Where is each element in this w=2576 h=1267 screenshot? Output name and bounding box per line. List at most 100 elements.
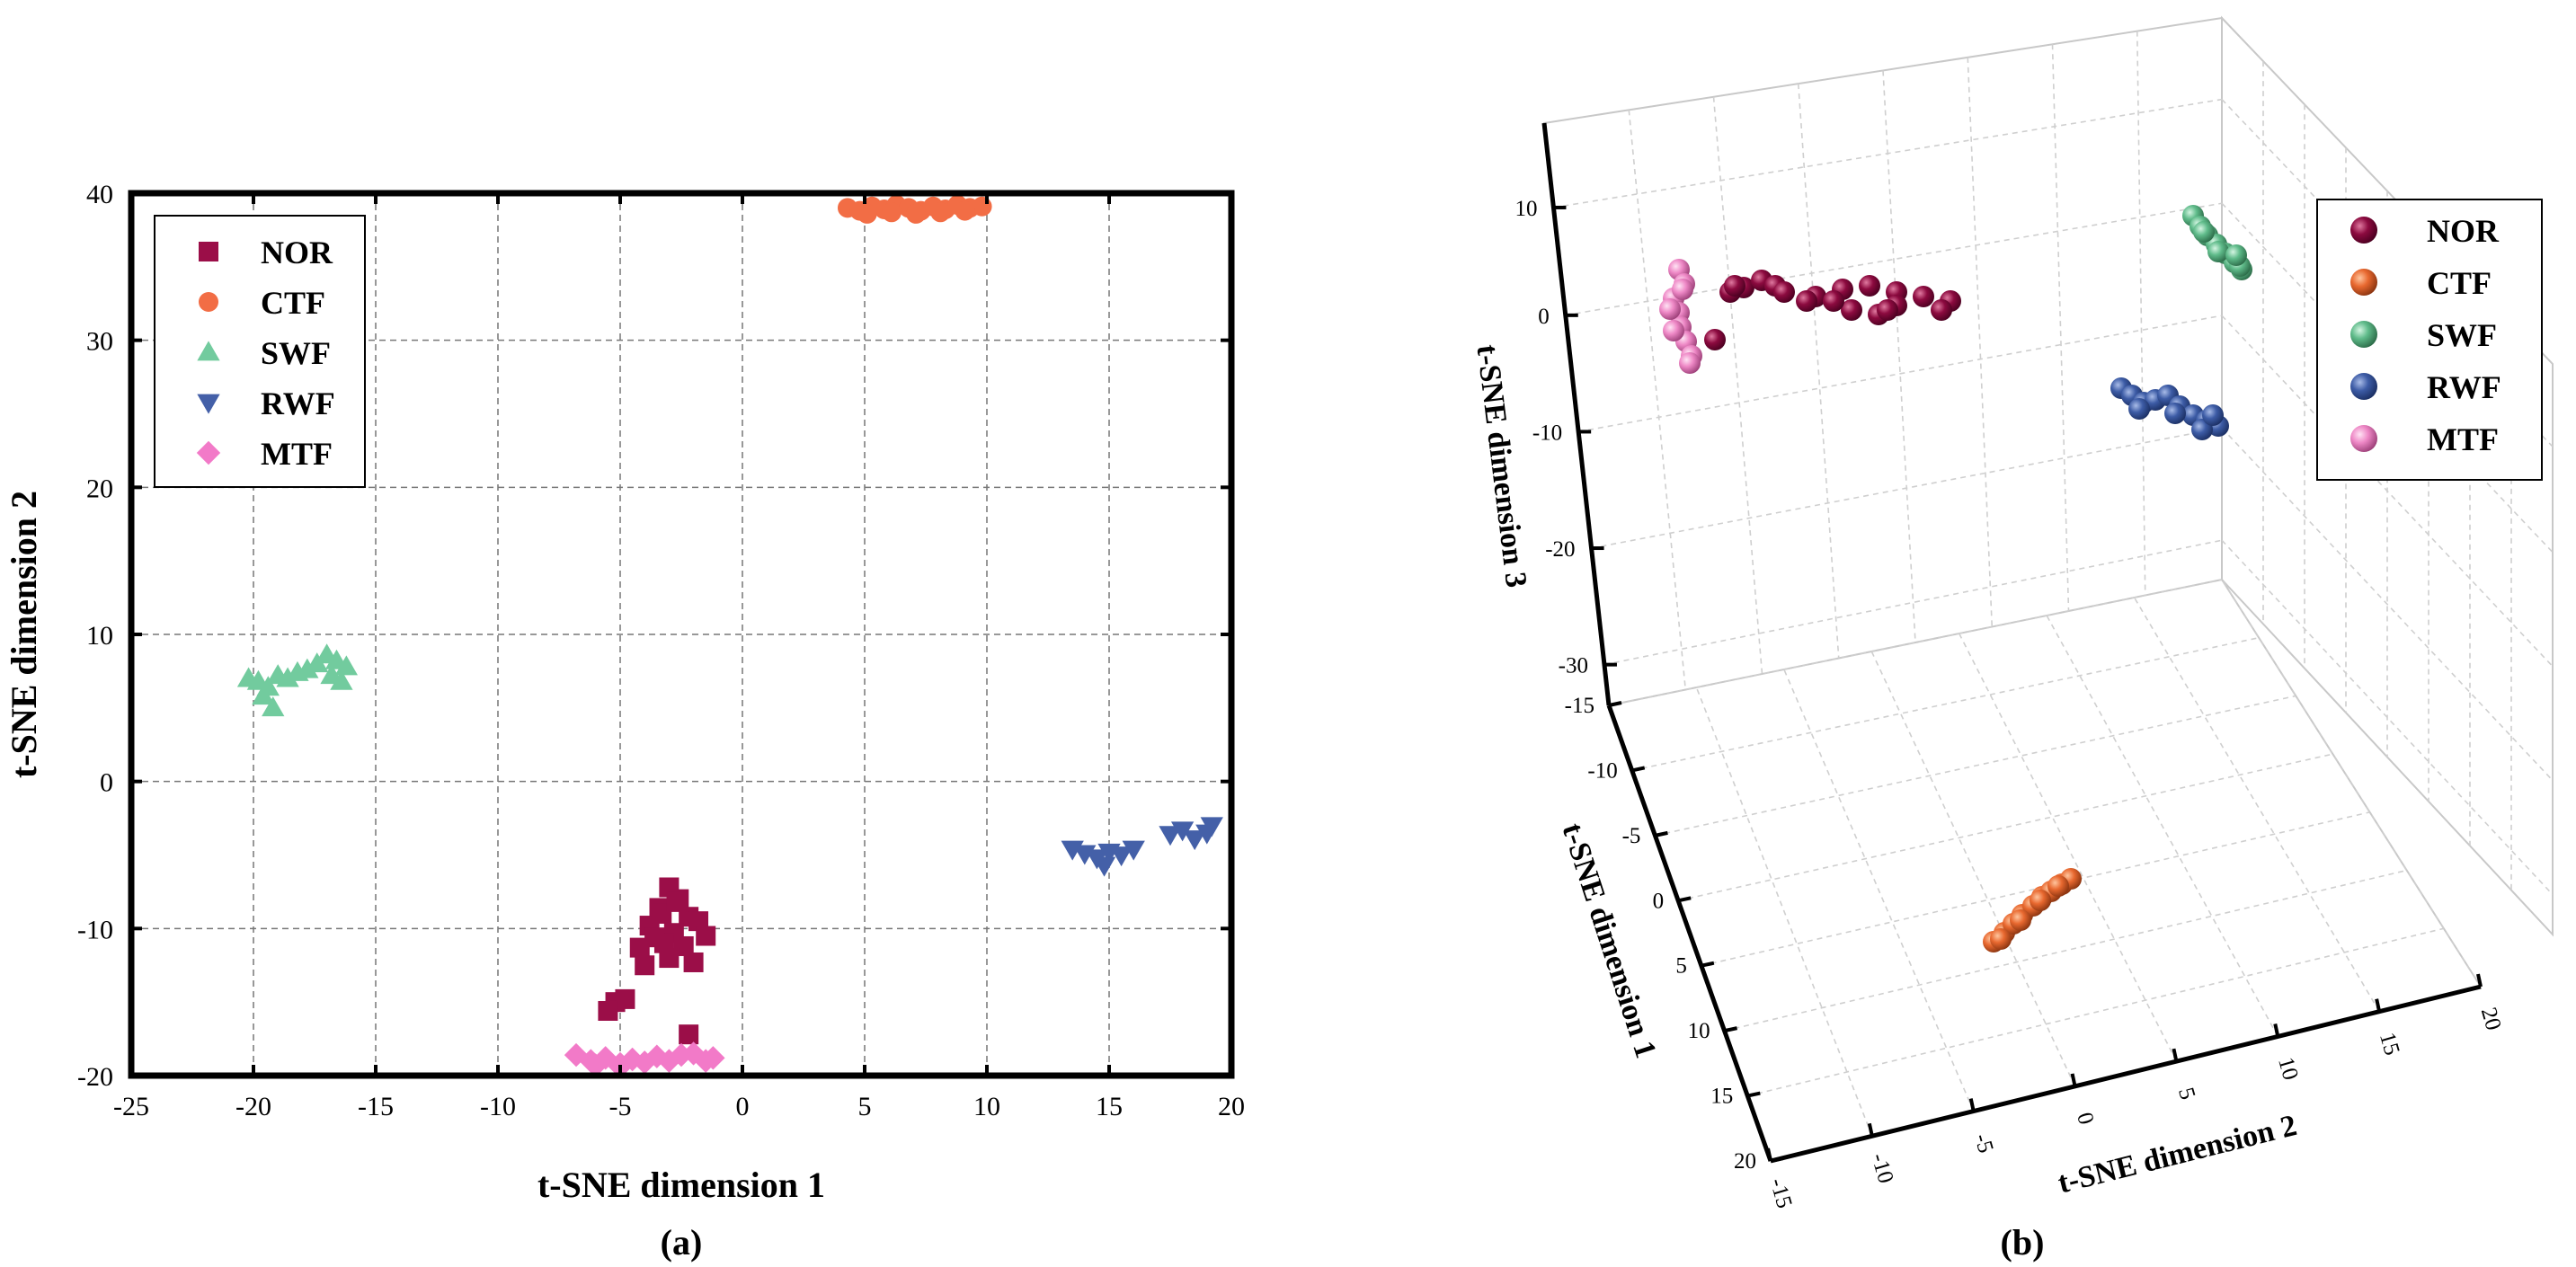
- point-ctf: [906, 203, 927, 224]
- y-tick-b: [1766, 1147, 1772, 1162]
- y-tick-b: [1968, 1098, 1976, 1112]
- x-axis-label-b: t-SNE dimension 1: [1555, 820, 1662, 1062]
- legend-marker-mtf: [196, 440, 221, 465]
- y-tick-b: [1867, 1122, 1874, 1137]
- grid-a: [131, 193, 1231, 1076]
- point-rwf: [1109, 846, 1133, 867]
- point-rwf: [1183, 830, 1206, 851]
- sphere-nor: [1859, 275, 1880, 297]
- sphere-nor: [1877, 299, 1898, 321]
- grid-line-3d: [1959, 633, 2178, 1062]
- sphere-mtf: [1663, 320, 1684, 341]
- series-nor: [598, 877, 716, 1045]
- x-tick-label: -5: [609, 1092, 632, 1121]
- point-ctf: [881, 202, 902, 223]
- grid-line-3d: [2221, 427, 2554, 782]
- legend-b: NOR CTF SWF RWF MTF: [2316, 199, 2543, 481]
- x-tick-label: -20: [235, 1092, 271, 1121]
- point-nor: [598, 1000, 618, 1021]
- grid-line-3d: [1870, 651, 2076, 1087]
- grid-line-3d: [1578, 315, 2223, 433]
- y-tick-b: [2070, 1073, 2077, 1087]
- x-tick-label: -25: [113, 1092, 149, 1121]
- x-tick-label-b: 0: [1653, 889, 1665, 913]
- point-nor: [683, 952, 704, 972]
- legend-marker-nor: [199, 242, 218, 261]
- legend-marker-rwf: [197, 394, 220, 414]
- y-tick-b: [2476, 973, 2483, 988]
- x-tick-label-b: 15: [1710, 1085, 1733, 1109]
- x-axis-label-a: t-SNE dimension 1: [537, 1165, 825, 1205]
- x-tick-label-b: -15: [1565, 694, 1594, 718]
- grid-line-3d: [1783, 669, 1975, 1112]
- y-tick-label: 30: [86, 327, 113, 357]
- y-tick-b: [2172, 1048, 2179, 1062]
- x-axis-line-b: [1606, 704, 1773, 1162]
- point-ctf: [857, 203, 877, 224]
- point-rwf: [1170, 821, 1195, 842]
- x-tick-label: 5: [858, 1092, 872, 1121]
- series-ctf: [837, 195, 992, 224]
- y-tick-label-b: 5: [2173, 1085, 2199, 1102]
- sphere-ctf: [2047, 875, 2069, 897]
- sphere-nor: [1724, 275, 1745, 297]
- point-mtf: [564, 1042, 589, 1068]
- x-tick-b: [1655, 830, 1668, 837]
- z-tick-label: -20: [1545, 537, 1575, 562]
- point-mtf: [583, 1053, 608, 1077]
- y-axis-line-b: [1770, 984, 2482, 1164]
- sphere-mtf: [1672, 279, 1693, 300]
- legend-marker-swf: [197, 341, 220, 361]
- point-mtf: [633, 1050, 657, 1075]
- point-swf: [252, 685, 275, 705]
- point-ctf: [930, 202, 951, 223]
- sphere-nor: [1704, 329, 1726, 350]
- sphere-ctf: [2010, 909, 2031, 931]
- sphere-rwf: [2202, 404, 2224, 426]
- point-nor: [629, 937, 650, 958]
- x-tick-label-b: 10: [1688, 1019, 1710, 1043]
- x-tick-label-b: -10: [1587, 758, 1617, 783]
- legend-sphere-nor: [2350, 217, 2377, 244]
- series-3d-nor: [1704, 270, 1961, 350]
- sphere-rwf: [2164, 403, 2186, 424]
- series-swf: [236, 643, 359, 717]
- sphere-nor: [1823, 290, 1844, 312]
- grid-line-3d: [1631, 636, 2260, 772]
- grid-line-3d: [1655, 695, 2296, 837]
- back-wall: [1542, 16, 2223, 707]
- grid-line-3d: [1967, 57, 1994, 627]
- sphere-nor: [1913, 286, 1934, 307]
- y-tick-label-b: 0: [2072, 1110, 2098, 1127]
- z-tick-label: 0: [1538, 305, 1550, 329]
- legend-label-b-nor: NOR: [2427, 213, 2500, 249]
- point-mtf: [644, 1044, 669, 1068]
- y-tick-label-b: 15: [2375, 1030, 2404, 1058]
- sphere-mtf: [1679, 352, 1701, 374]
- legend-label-nor: NOR: [261, 235, 333, 270]
- z-tick-label: 10: [1515, 197, 1537, 221]
- grid-line-3d: [1603, 539, 2223, 666]
- point-nor: [666, 891, 687, 912]
- point-swf: [276, 667, 299, 687]
- legend-label-mtf: MTF: [261, 436, 333, 472]
- point-nor: [635, 955, 655, 976]
- point-swf: [330, 669, 353, 690]
- x-tick-label: 10: [973, 1092, 1000, 1121]
- series-3d-rwf: [2110, 377, 2229, 440]
- grid-line-3d: [1747, 927, 2445, 1097]
- x-tick-label-b: -5: [1622, 824, 1641, 848]
- point-rwf: [1122, 840, 1145, 861]
- grid-line-3d: [2221, 579, 2482, 988]
- series-3d-ctf: [1983, 868, 2082, 952]
- y-tick-label-b: -10: [1866, 1150, 1897, 1185]
- point-nor: [615, 988, 635, 1009]
- legend-label-b-mtf: MTF: [2427, 421, 2499, 457]
- grid-line-3d: [2051, 44, 2070, 612]
- legend-sphere-rwf: [2350, 373, 2377, 400]
- grid-line-3d: [1695, 687, 1873, 1137]
- y-tick-b: [2273, 1023, 2280, 1037]
- points-3d: [1659, 205, 2252, 952]
- grid-line-3d: [1628, 110, 1687, 690]
